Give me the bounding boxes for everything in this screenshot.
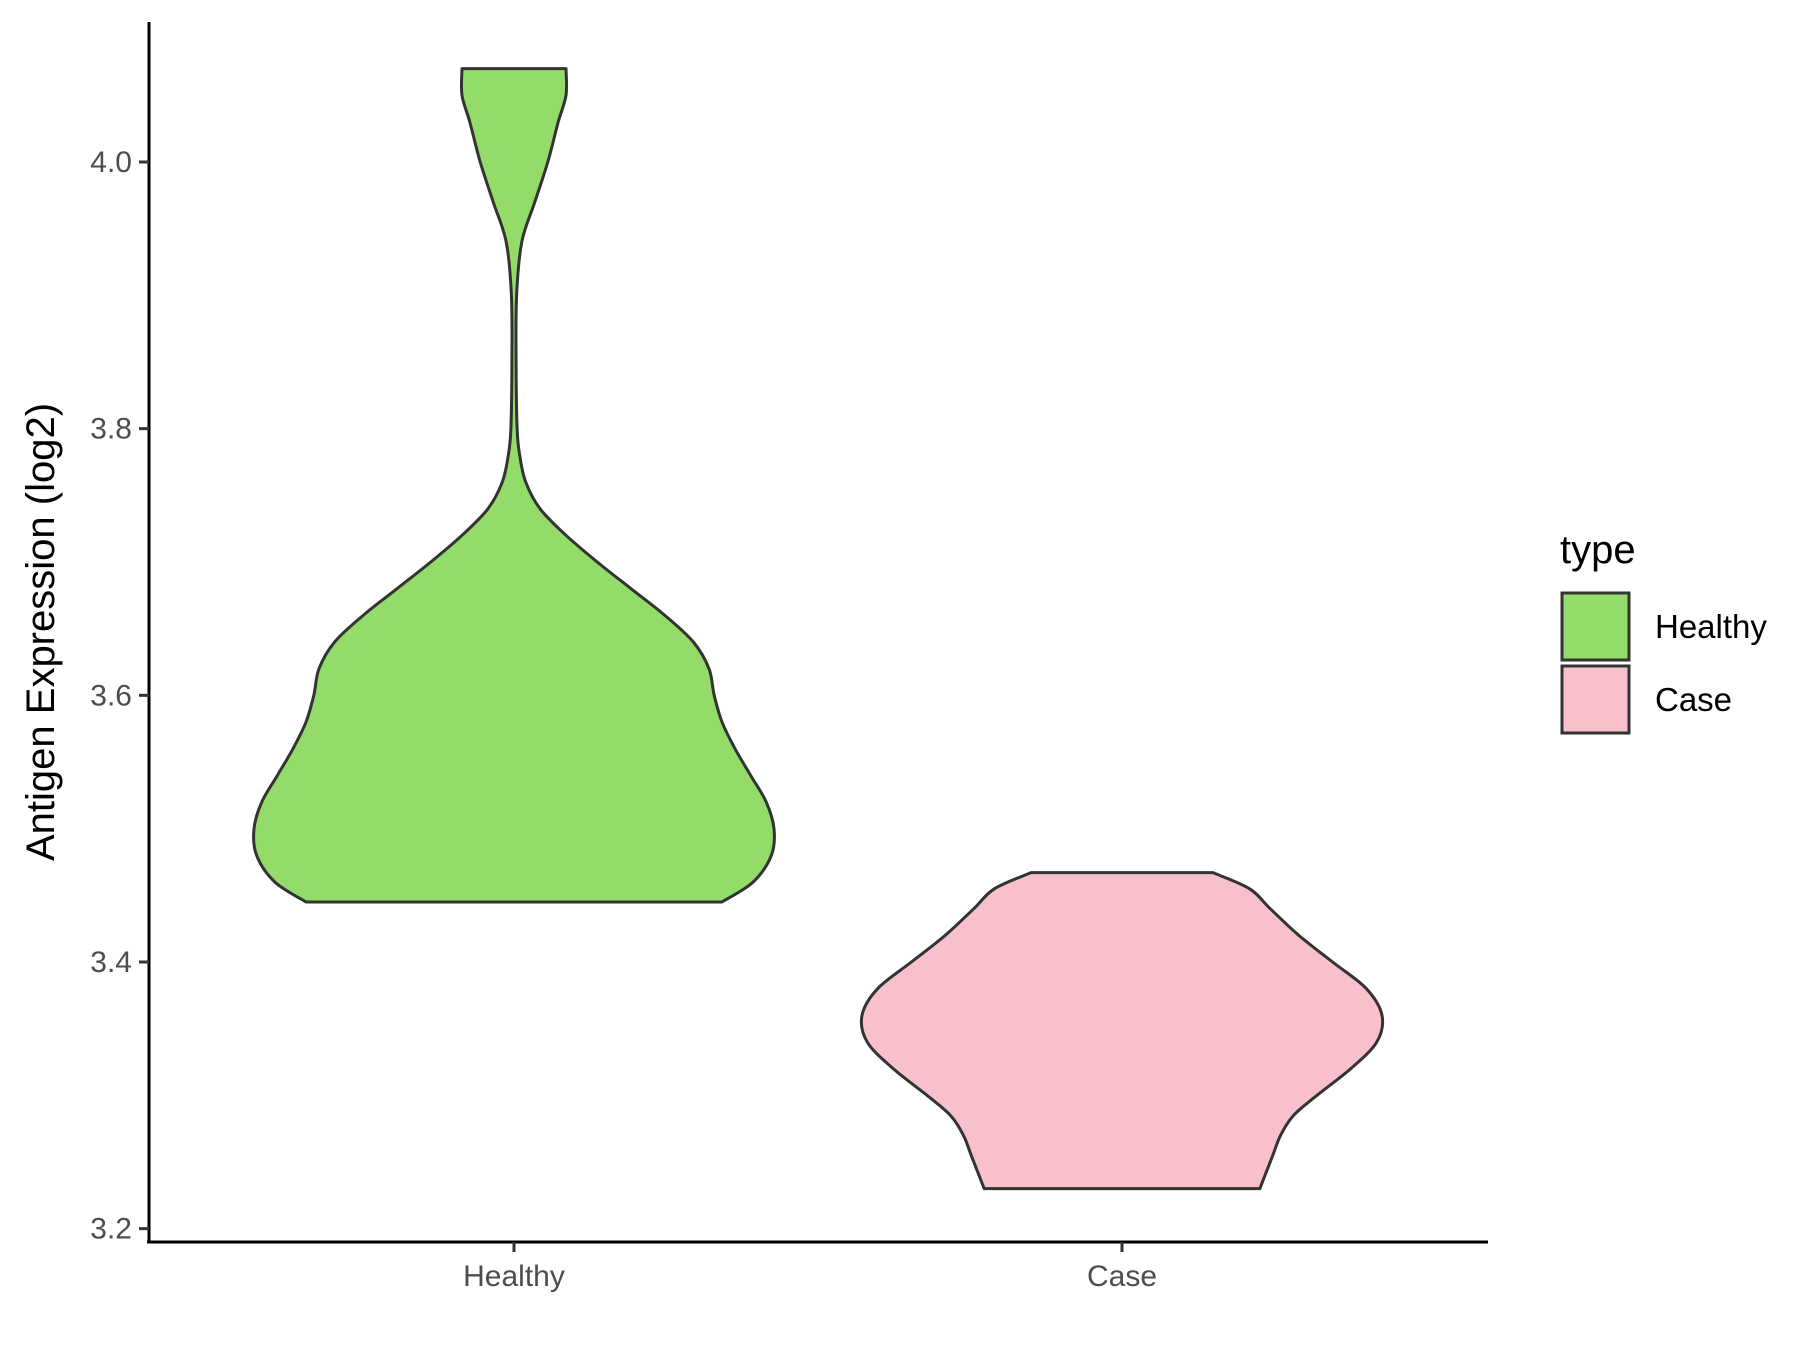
x-tick-label: Healthy: [463, 1260, 565, 1293]
y-tick-label: 4.0: [90, 146, 132, 179]
y-tick-label: 3.4: [90, 946, 132, 979]
legend: type Healthy Case: [1560, 528, 1767, 735]
y-ticks: 3.2 3.4 3.6 3.8 4.0: [90, 146, 149, 1246]
legend-title: type: [1560, 528, 1636, 572]
legend-swatch: [1560, 664, 1631, 735]
legend-label: Case: [1655, 681, 1732, 718]
x-ticks: Healthy Case: [463, 1242, 1157, 1293]
legend-label: Healthy: [1655, 608, 1767, 645]
violins: [252, 67, 1385, 1191]
x-tick-label: Case: [1087, 1260, 1157, 1293]
y-axis: 3.2 3.4 3.6 3.8 4.0: [90, 22, 151, 1246]
y-axis-title: Antigen Expression (log2): [19, 403, 63, 861]
violin-case: [859, 871, 1385, 1191]
y-tick-label: 3.8: [90, 413, 132, 446]
violin-healthy: [252, 67, 776, 904]
y-tick-label: 3.6: [90, 679, 132, 712]
legend-entries: Healthy Case: [1560, 591, 1767, 735]
y-tick-label: 3.2: [90, 1213, 132, 1246]
x-axis: Healthy Case: [147, 1240, 1488, 1293]
legend-swatch: [1560, 591, 1631, 662]
